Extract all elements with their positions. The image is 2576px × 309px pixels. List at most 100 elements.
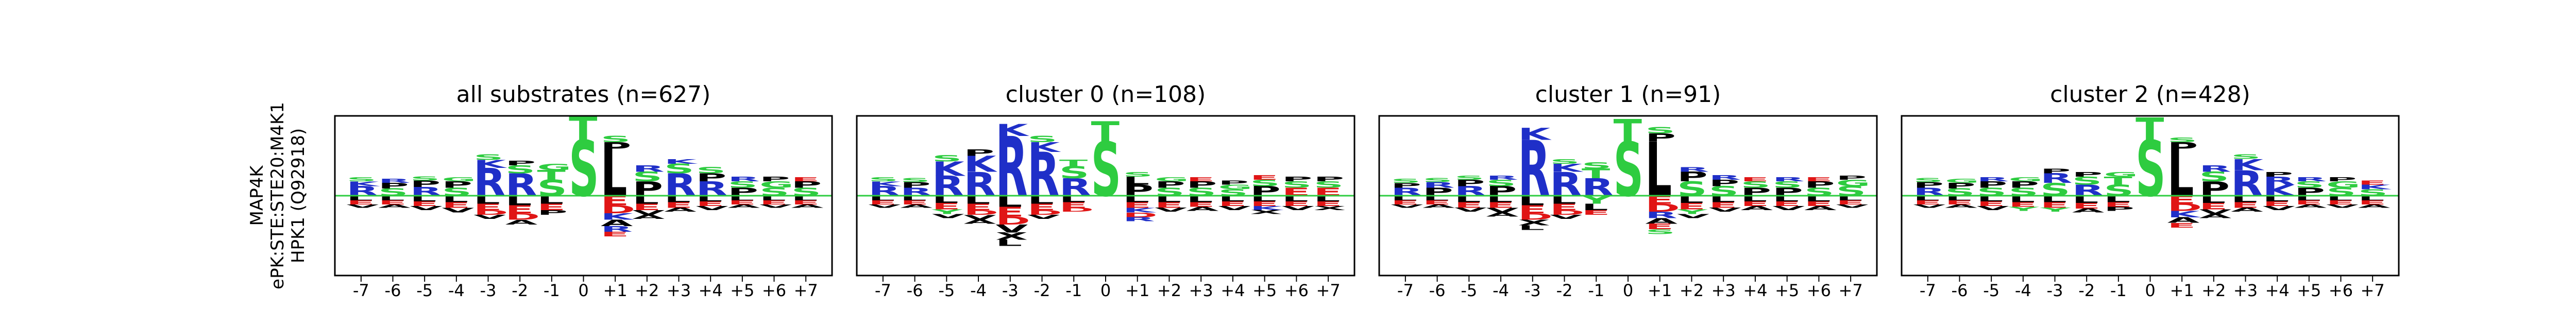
logo-letter-down: E	[2199, 201, 2227, 212]
x-tick-label: +6	[1284, 281, 1309, 300]
x-tick-label: -4	[2015, 281, 2031, 300]
logo-letter-down: L	[2072, 194, 2099, 205]
logo-letter-up: R	[2040, 171, 2072, 186]
x-tick-label: -2	[2078, 281, 2095, 300]
logo-letter-down: L	[1709, 194, 1736, 204]
logo-letter-up: S	[346, 176, 376, 182]
logo-letter-down: V	[1218, 205, 1251, 211]
logo-letter-down: E	[442, 200, 470, 209]
logo-letter-down: D	[1518, 212, 1552, 222]
x-tick-label: +7	[1316, 281, 1341, 300]
logo-letter-down: E	[1772, 200, 1801, 208]
x-tick-label: -2	[512, 281, 528, 300]
x-tick-label: +4	[1743, 281, 1767, 300]
logo-letter-down: V	[1550, 214, 1582, 220]
logo-letter-down: D	[1027, 209, 1062, 216]
logo-letter-up: P	[505, 159, 536, 167]
logo-letter-down: E	[410, 200, 438, 208]
logo-letter-up: P	[759, 175, 790, 183]
logo-letter-down: E	[2231, 200, 2259, 209]
logo-letter-down: A	[900, 203, 933, 209]
logo-letter-up: R	[727, 175, 759, 183]
logo-letter-down: D	[601, 203, 635, 216]
logo-letter-down: V	[1391, 203, 1423, 209]
logo-letter-down: E	[1677, 201, 1705, 212]
logo-letter-down: V	[2326, 203, 2359, 209]
logo-letter-down: L	[2104, 194, 2130, 204]
logo-letter-up: K	[964, 152, 998, 177]
logo-letter-down: E	[378, 199, 406, 205]
logo-letter-up: L	[601, 140, 628, 210]
logo-letter-up: S	[2040, 179, 2070, 200]
logo-letter-down: L	[2199, 194, 2226, 205]
logo-letter-up: E	[1804, 176, 1833, 182]
logo-letter-up: S	[1913, 177, 1943, 183]
logo-letter-up: P	[1709, 178, 1739, 188]
logo-letter-down: D	[995, 214, 1030, 227]
logo-letter-down: E	[1804, 200, 1833, 208]
logo-letter-up: S	[1741, 180, 1771, 190]
logo-letter-up: R	[1059, 174, 1091, 201]
logo-letter-up: P	[378, 181, 409, 190]
logo-letter-up: T	[537, 168, 565, 183]
logo-letter-up: P	[2008, 180, 2039, 190]
logo-letter-up: K	[995, 121, 1029, 140]
logo-letter-down: E	[346, 199, 375, 205]
logo-panel-0: all substrates (n=627)RKSSPRRPSSPGRKSRSP…	[334, 81, 833, 300]
logo-letter-down: E	[1741, 200, 1769, 208]
logo-letter-down: A	[2294, 203, 2327, 209]
logo-letter-up: E	[1741, 176, 1769, 182]
logo-letter-up: S	[1772, 180, 1802, 190]
logo-letter-up: K	[346, 180, 380, 188]
logo-letter-down: V	[1772, 205, 1805, 211]
logo-letter-up: R	[2231, 163, 2263, 204]
x-tick-label: +5	[730, 281, 754, 300]
x-tick-label: +3	[2233, 281, 2258, 300]
logo-letter-down: L	[932, 194, 959, 205]
logo-letter-down: R	[601, 225, 633, 233]
logo-letter-down: L	[1155, 194, 1181, 204]
logo-letter-up: K	[2263, 182, 2297, 200]
logo-letter-down: D	[964, 209, 998, 216]
logo-letter-up: S	[2294, 180, 2324, 190]
logo-letter-down: V	[1454, 207, 1487, 213]
logo-letter-up: P	[1945, 181, 1975, 190]
logo-letter-down: E	[1518, 203, 1546, 216]
logo-letter-down: V	[1977, 205, 2009, 211]
logo-letter-up: R	[1772, 176, 1804, 182]
logo-letter-up: R	[378, 178, 410, 184]
logo-letter-up: S	[569, 125, 599, 214]
logo-letter-down: L	[2008, 194, 2035, 204]
logo-letter-up: P	[1391, 182, 1421, 190]
logo-letter-up: R	[1550, 165, 1582, 203]
logo-letter-down: V	[346, 203, 379, 209]
logo-letter-down: L	[2040, 194, 2067, 204]
logo-letter-down: A	[378, 203, 411, 209]
x-tick-label: 0	[2145, 281, 2155, 300]
logo-letter-up: L	[1123, 175, 1149, 187]
logo-letter-down: A	[2072, 208, 2105, 214]
logo-letter-down: E	[2008, 201, 2037, 209]
logo-letter-down: E	[632, 202, 660, 212]
logo-letter-up: R	[1486, 175, 1518, 181]
x-tick-label: +7	[1839, 281, 1863, 300]
x-tick-label: +4	[699, 281, 723, 300]
logo-letter-down: E	[2263, 200, 2291, 208]
x-tick-label: -7	[875, 281, 891, 300]
logo-letter-down: Y	[2040, 207, 2072, 213]
logo-letter-up: P	[1645, 131, 1675, 144]
logo-letter-up: P	[1314, 175, 1344, 183]
logo-letter-down: V	[1155, 207, 1187, 213]
logo-letter-down: A	[2231, 207, 2263, 213]
x-tick-label: +4	[2265, 281, 2290, 300]
logo-letter-down: P	[537, 209, 567, 216]
logo-letter-up: K	[2231, 156, 2265, 174]
logo-letter-down: V	[932, 213, 964, 219]
logo-letter-up: G	[1218, 183, 1253, 191]
logo-letter-down: E	[1486, 200, 1515, 209]
logo-letter-up: T	[1582, 166, 1610, 182]
logo-letter-down: E	[1155, 200, 1183, 209]
logo-letter-up: R	[696, 177, 728, 200]
logo-letter-up: E	[2358, 179, 2386, 185]
